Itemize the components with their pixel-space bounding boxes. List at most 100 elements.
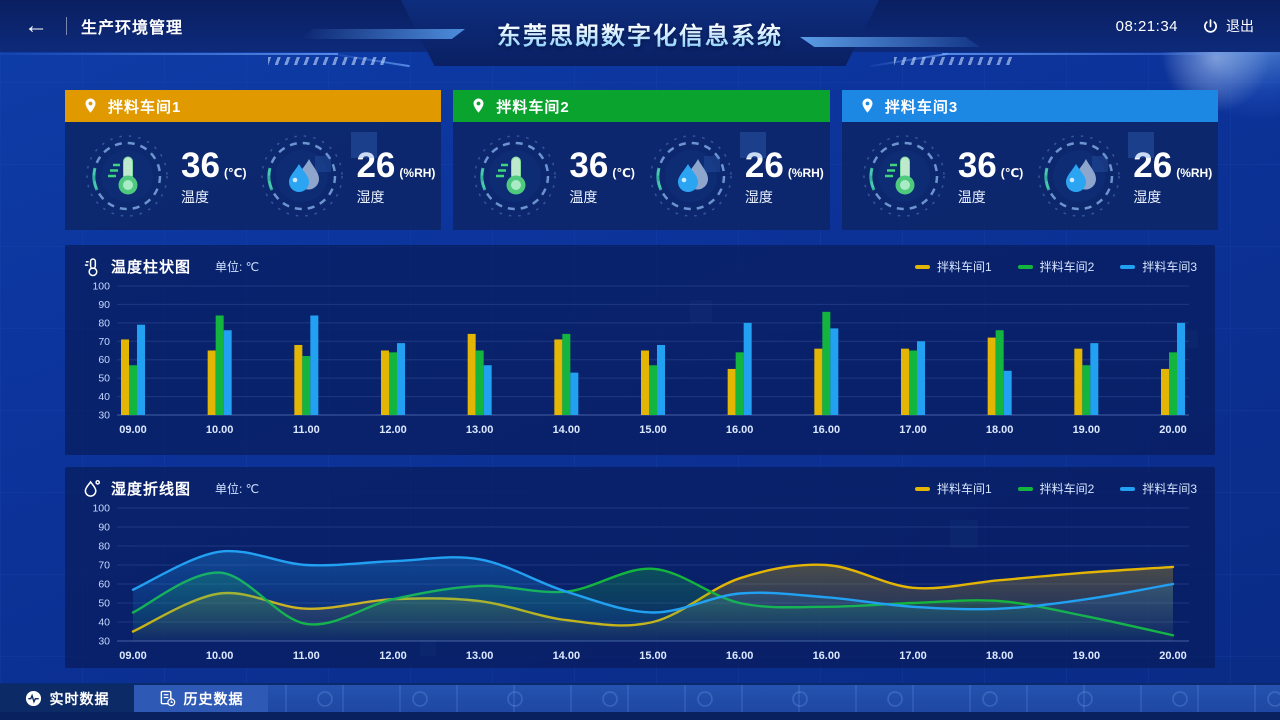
x-axis-tick-label: 16.00 bbox=[726, 650, 754, 662]
workshop-card-header: 拌料车间1 bbox=[65, 90, 442, 122]
x-axis-tick-label: 16.00 bbox=[813, 424, 841, 436]
temperature-label: 温度 bbox=[181, 188, 209, 205]
logout-button[interactable]: 退出 bbox=[1196, 15, 1260, 37]
bar-拌料车间1 bbox=[727, 368, 736, 415]
temperature-value: 36 bbox=[181, 145, 220, 185]
footer-bar: 实时数据 历史数据 bbox=[0, 683, 1280, 720]
header-swoosh-left bbox=[300, 29, 465, 39]
back-button[interactable]: ← bbox=[20, 14, 52, 38]
bar-拌料车间3 bbox=[483, 365, 492, 415]
power-icon bbox=[1202, 18, 1219, 35]
y-axis-tick-label: 70 bbox=[98, 560, 110, 572]
bar-拌料车间1 bbox=[467, 333, 476, 415]
legend-dash-icon bbox=[1017, 486, 1033, 491]
droplet-gauge-icon bbox=[1037, 134, 1121, 218]
workshop-card-body: 36 (℃) 温度 bbox=[841, 122, 1219, 230]
clock: 08:21:34 bbox=[1115, 17, 1178, 35]
y-axis-tick-label: 60 bbox=[98, 354, 110, 366]
legend-item[interactable]: 拌料车间2 bbox=[1017, 480, 1095, 497]
y-axis-tick-label: 50 bbox=[98, 598, 110, 610]
header-line-right bbox=[942, 53, 1280, 55]
legend-label: 拌料车间3 bbox=[1142, 260, 1197, 274]
temperature-unit: (℃) bbox=[612, 165, 635, 180]
humidity-unit: (%RH) bbox=[787, 165, 824, 180]
chart-legend: 拌料车间1 拌料车间2 拌料车间3 bbox=[914, 480, 1197, 497]
line-chart-canvas: 30 40 50 60 70 80 90 100 09.00 10.00 11.00 12.00 13.… bbox=[92, 503, 1189, 662]
humidity-line-chart: 30 40 50 60 70 80 90 100 09.00 10.00 11.00 12.00 13.… bbox=[65, 499, 1215, 665]
x-axis-tick-label: 09.00 bbox=[119, 650, 147, 662]
x-axis-tick-label: 18.00 bbox=[986, 424, 1014, 436]
x-axis-tick-label: 14.00 bbox=[553, 424, 581, 436]
humidity-line-chart-panel: 湿度折线图 单位: ℃ 拌料车间1 拌料车间2 拌料车间3 30 40 50 60 70 80… bbox=[65, 467, 1215, 668]
bar-拌料车间1 bbox=[1074, 348, 1083, 415]
legend-dash-icon bbox=[1017, 264, 1033, 269]
humidity-value: 26 bbox=[744, 145, 784, 185]
legend-dash-icon bbox=[1120, 264, 1136, 269]
x-axis-tick-label: 18.00 bbox=[986, 650, 1014, 662]
y-axis-tick-label: 80 bbox=[98, 541, 110, 553]
workshop-card-3[interactable]: 拌料车间3 bbox=[841, 90, 1219, 230]
workshop-card-2[interactable]: 拌料车间2 bbox=[453, 90, 830, 230]
footer-tabs: 实时数据 历史数据 bbox=[0, 685, 1280, 712]
bar-拌料车间3 bbox=[1177, 322, 1185, 415]
bar-拌料车间1 bbox=[554, 339, 563, 415]
y-axis-tick-label: 50 bbox=[98, 373, 110, 385]
droplet-gauge-icon bbox=[260, 134, 344, 218]
legend-item[interactable]: 拌料车间1 bbox=[914, 258, 992, 275]
temperature-label: 温度 bbox=[569, 188, 598, 205]
x-axis-tick-label: 20.00 bbox=[1159, 424, 1187, 436]
tab-history-data[interactable]: 历史数据 bbox=[134, 685, 268, 712]
y-axis-tick-label: 90 bbox=[98, 522, 110, 534]
workshop-card-1[interactable]: 拌料车间1 bbox=[65, 90, 442, 230]
bar-拌料车间3 bbox=[830, 328, 839, 415]
bar-拌料车间2 bbox=[129, 365, 137, 415]
x-axis-tick-label: 11.00 bbox=[293, 650, 320, 662]
y-axis-tick-label: 80 bbox=[98, 317, 110, 329]
tab-label: 实时数据 bbox=[49, 690, 110, 707]
y-axis-tick-label: 100 bbox=[92, 503, 110, 515]
bar-拌料车间3 bbox=[917, 341, 925, 415]
location-pin-icon bbox=[860, 97, 875, 115]
temperature-metric: 36 (℃) 温度 bbox=[71, 134, 246, 218]
header-hatch-right bbox=[894, 57, 1012, 65]
legend-dash-icon bbox=[914, 264, 930, 269]
bar-拌料车间2 bbox=[649, 365, 657, 415]
x-axis-tick-label: 17.00 bbox=[899, 650, 927, 662]
tab-realtime-data[interactable]: 实时数据 bbox=[0, 685, 134, 712]
location-pin-icon bbox=[471, 97, 486, 115]
bar-拌料车间1 bbox=[814, 348, 823, 415]
temperature-metric: 36 (℃) 温度 bbox=[848, 134, 1023, 218]
legend-item[interactable]: 拌料车间3 bbox=[1120, 258, 1197, 275]
workshop-name: 拌料车间2 bbox=[496, 98, 570, 116]
bar-拌料车间3 bbox=[1090, 343, 1099, 415]
history-doc-icon bbox=[159, 690, 176, 707]
y-axis-tick-label: 100 bbox=[92, 281, 110, 293]
legend-item[interactable]: 拌料车间2 bbox=[1017, 258, 1094, 275]
x-axis-tick-label: 09.00 bbox=[119, 424, 147, 436]
legend-item[interactable]: 拌料车间1 bbox=[914, 480, 992, 497]
x-axis-tick-label: 19.00 bbox=[1073, 424, 1101, 436]
location-pin-icon bbox=[83, 97, 98, 115]
temperature-value: 36 bbox=[569, 145, 609, 185]
x-axis-tick-label: 12.00 bbox=[379, 650, 407, 662]
temperature-unit: (℃) bbox=[223, 165, 247, 180]
logout-label: 退出 bbox=[1226, 18, 1254, 34]
bar-chart-canvas: 30 40 50 60 70 80 90 100 09.00 10.00 11.00 12.00 13.… bbox=[92, 281, 1189, 436]
legend-item[interactable]: 拌料车间3 bbox=[1120, 480, 1197, 497]
temperature-bar-chart: 30 40 50 60 70 80 90 100 09.00 10.00 11.00 12.00 13.… bbox=[65, 277, 1215, 439]
humidity-value: 26 bbox=[356, 145, 396, 185]
humidity-metric: 26 (%RH) 湿度 bbox=[635, 134, 824, 218]
unit-label: 单位: ℃ bbox=[215, 482, 260, 496]
bar-拌料车间3 bbox=[657, 344, 665, 415]
legend-label: 拌料车间2 bbox=[1039, 482, 1095, 496]
legend-label: 拌料车间3 bbox=[1142, 482, 1197, 496]
legend-label: 拌料车间1 bbox=[936, 260, 992, 274]
humidity-metric: 26 (%RH) 湿度 bbox=[1023, 134, 1212, 218]
y-axis-tick-label: 60 bbox=[98, 579, 110, 591]
bar-拌料车间2 bbox=[909, 350, 917, 415]
humidity-label: 湿度 bbox=[1133, 188, 1162, 205]
humidity-unit: (%RH) bbox=[1176, 165, 1213, 180]
legend-dash-icon bbox=[914, 486, 930, 491]
humidity-metric: 26 (%RH) 湿度 bbox=[246, 134, 435, 218]
y-axis-tick-label: 30 bbox=[98, 410, 110, 422]
